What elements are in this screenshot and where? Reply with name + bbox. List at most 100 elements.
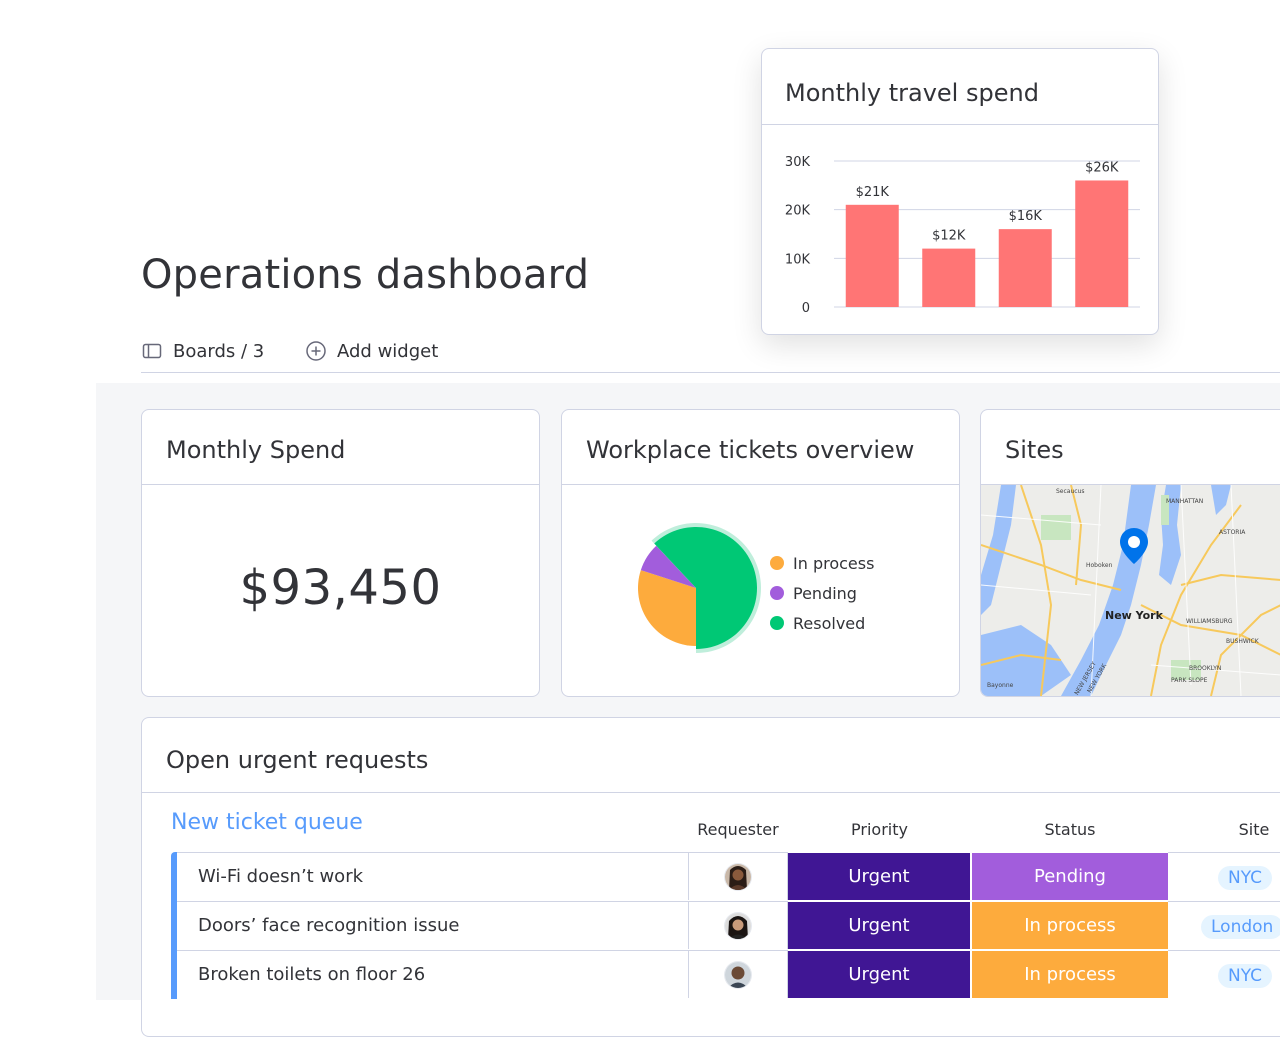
- widget-title: Monthly travel spend: [785, 79, 1039, 107]
- priority-cell[interactable]: Urgent: [788, 950, 971, 998]
- requester-cell[interactable]: [689, 901, 788, 949]
- legend-label: In process: [793, 553, 875, 573]
- bar[interactable]: [845, 204, 899, 307]
- boards-button[interactable]: Boards / 3: [141, 340, 264, 362]
- map-label: BUSHWICK: [1226, 638, 1259, 645]
- site-cell[interactable]: London: [1168, 901, 1280, 949]
- site-cell[interactable]: NYC: [1168, 852, 1280, 900]
- item-name: Wi-Fi doesn’t work: [198, 866, 364, 887]
- widget-title: Workplace tickets overview: [586, 436, 915, 464]
- plus-circle-icon: [306, 341, 326, 361]
- status-cell[interactable]: In process: [972, 950, 1168, 998]
- requester-cell[interactable]: [689, 852, 788, 900]
- pie-slice[interactable]: [640, 545, 696, 588]
- legend-item-in-process: In process: [770, 548, 874, 578]
- monthly-spend-widget[interactable]: Monthly Spend $93,450: [141, 409, 540, 697]
- divider: [142, 792, 1280, 793]
- y-tick-label: 30K: [785, 155, 811, 170]
- y-tick-label: 20K: [785, 204, 811, 219]
- sidebar-panel-icon: [142, 343, 162, 359]
- page-title: Operations dashboard: [141, 252, 590, 298]
- group-color-bar: [171, 950, 177, 999]
- widget-title: Open urgent requests: [166, 746, 429, 774]
- legend-swatch: [770, 616, 784, 630]
- bar-data-label: $12K: [932, 229, 966, 244]
- legend-swatch: [770, 556, 784, 570]
- group-color-bar: [171, 852, 177, 901]
- bar[interactable]: [922, 248, 976, 307]
- site-cell[interactable]: NYC: [1168, 950, 1280, 998]
- map-graphic: [981, 485, 1280, 696]
- person-avatar-icon: [725, 913, 751, 939]
- item-name: Doors’ face recognition issue: [198, 915, 460, 936]
- tickets-pie-chart[interactable]: [626, 518, 766, 658]
- table-row[interactable]: Doors’ face recognition issue Urgent In …: [171, 901, 1280, 950]
- dashboard-toolbar: Boards / 3 Add widget: [141, 336, 1280, 373]
- map-label: Hoboken: [1086, 562, 1113, 569]
- bar[interactable]: [1075, 180, 1129, 307]
- sites-map[interactable]: Secaucus MANHATTAN Hoboken ASTORIA New Y…: [981, 485, 1280, 696]
- site-tag[interactable]: NYC: [1218, 866, 1273, 890]
- boards-label: Boards / 3: [173, 340, 265, 362]
- person-avatar-icon: [725, 864, 751, 890]
- priority-cell[interactable]: Urgent: [788, 901, 971, 949]
- avatar[interactable]: [725, 962, 751, 988]
- y-tick-label: 10K: [785, 252, 811, 267]
- add-widget-button[interactable]: Add widget: [305, 340, 438, 362]
- avatar[interactable]: [725, 913, 751, 939]
- group-title[interactable]: New ticket queue: [171, 810, 363, 835]
- pie-legend: In process Pending Resolved: [770, 548, 874, 638]
- pie-slice[interactable]: [638, 570, 696, 646]
- widget-title: Sites: [1005, 436, 1064, 464]
- item-name-cell[interactable]: Doors’ face recognition issue: [177, 901, 689, 949]
- table-row[interactable]: Wi-Fi doesn’t work Urgent Pending NYC: [171, 852, 1280, 901]
- status-cell[interactable]: In process: [972, 901, 1168, 949]
- avatar[interactable]: [725, 864, 751, 890]
- travel-spend-widget[interactable]: Monthly travel spend 0 10K 20K 30K $21K $12K $…: [761, 48, 1159, 335]
- column-header-status[interactable]: Status: [1044, 820, 1096, 839]
- add-widget-label: Add widget: [337, 340, 439, 362]
- item-name: Broken toilets on floor 26: [198, 964, 426, 985]
- sites-widget[interactable]: Sites: [980, 409, 1280, 697]
- map-label: WILLIAMSBURG: [1186, 618, 1233, 625]
- travel-spend-bar-chart[interactable]: 0 10K 20K 30K $21K $12K $16K $26K: [762, 125, 1160, 333]
- tickets-overview-widget[interactable]: Workplace tickets overview In process Pe…: [561, 409, 960, 697]
- pie-slice[interactable]: [654, 527, 757, 649]
- status-cell[interactable]: Pending: [972, 852, 1168, 900]
- legend-label: Pending: [793, 583, 857, 603]
- dashboard-canvas: Monthly Spend $93,450 Workplace tickets …: [96, 383, 1280, 1037]
- spend-value: $93,450: [239, 560, 442, 616]
- legend-swatch: [770, 586, 784, 600]
- legend-item-pending: Pending: [770, 578, 874, 608]
- map-label: ASTORIA: [1219, 529, 1246, 536]
- legend-label: Resolved: [793, 613, 866, 633]
- column-header-requester[interactable]: Requester: [697, 820, 779, 839]
- map-label: BROOKLYN: [1189, 665, 1222, 672]
- divider: [562, 484, 959, 485]
- person-avatar-icon: [725, 962, 751, 988]
- location-pin-icon[interactable]: [1119, 527, 1149, 565]
- widget-title: Monthly Spend: [166, 436, 346, 464]
- group-color-bar: [171, 901, 177, 950]
- bar-data-label: $16K: [1009, 209, 1043, 224]
- divider: [762, 124, 1158, 125]
- map-label: New York: [1105, 609, 1163, 622]
- item-name-cell[interactable]: Wi-Fi doesn’t work: [177, 852, 689, 900]
- urgent-requests-widget[interactable]: Open urgent requests New ticket queue Re…: [141, 717, 1280, 1037]
- item-name-cell[interactable]: Broken toilets on floor 26: [177, 950, 689, 998]
- priority-cell[interactable]: Urgent: [788, 852, 971, 900]
- column-header-priority[interactable]: Priority: [851, 820, 908, 839]
- map-label: PARK SLOPE: [1171, 677, 1208, 684]
- requester-cell[interactable]: [689, 950, 788, 998]
- legend-item-resolved: Resolved: [770, 608, 874, 638]
- column-header-site[interactable]: Site: [1238, 820, 1270, 839]
- site-tag[interactable]: NYC: [1218, 964, 1273, 988]
- site-tag[interactable]: London: [1201, 915, 1280, 939]
- y-tick-label: 0: [802, 301, 810, 316]
- table-row[interactable]: Broken toilets on floor 26 Urgent In pro…: [171, 950, 1280, 999]
- map-label: MANHATTAN: [1166, 498, 1204, 505]
- bar[interactable]: [998, 229, 1052, 307]
- bar-data-label: $21K: [856, 185, 890, 200]
- bar-data-label: $26K: [1085, 160, 1119, 175]
- map-label: Secaucus: [1056, 488, 1085, 495]
